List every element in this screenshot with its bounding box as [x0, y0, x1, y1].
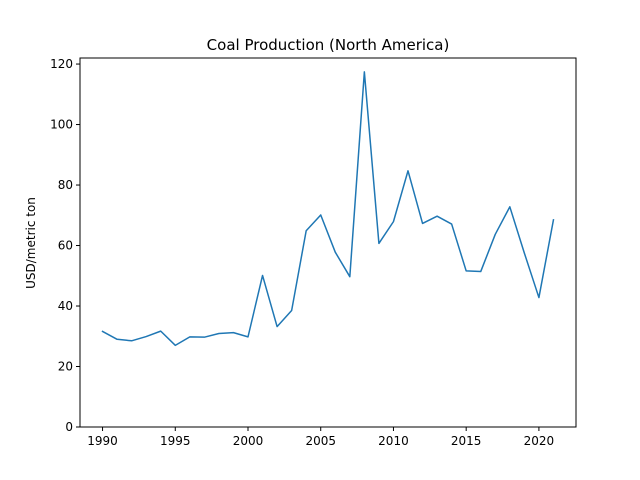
y-tick-label: 60: [58, 239, 73, 253]
y-tick-label: 80: [58, 178, 73, 192]
y-tick-label: 100: [50, 118, 73, 132]
x-tick-label: 1990: [87, 434, 118, 448]
x-tick-label: 1995: [160, 434, 191, 448]
plot-frame: [79, 57, 577, 428]
x-tick-label: 2000: [233, 434, 264, 448]
series-layer: [101, 71, 555, 347]
chart-title: Coal Production (North America): [207, 36, 450, 54]
y-tick-label: 20: [58, 360, 73, 374]
x-tick-label: 2020: [524, 434, 555, 448]
y-tick-label: 120: [50, 57, 73, 71]
y-tick-label: 0: [65, 420, 73, 434]
x-tick-label: 2015: [451, 434, 482, 448]
series-line: [101, 71, 555, 347]
x-tick-label: 2010: [378, 434, 409, 448]
x-tick-label: 2005: [305, 434, 336, 448]
y-tick-label: 40: [58, 299, 73, 313]
y-axis-label: USD/metric ton: [24, 197, 38, 289]
axis-ticks: 1990 1995 2000 2005 2010 2015 2020 0 20 40 60 80 100…: [50, 57, 554, 448]
